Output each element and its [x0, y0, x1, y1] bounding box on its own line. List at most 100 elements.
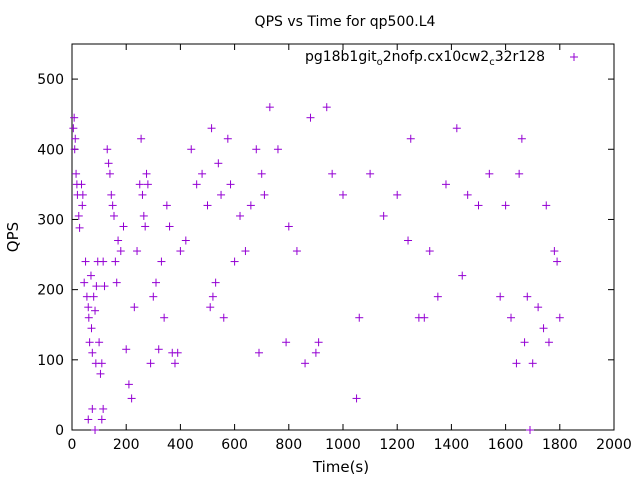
data-point	[452, 124, 461, 133]
x-tick-label: 1200	[379, 437, 415, 453]
data-point	[74, 211, 83, 220]
data-point	[203, 201, 212, 210]
data-point	[162, 201, 171, 210]
y-tick-label: 300	[37, 212, 64, 228]
data-point	[211, 278, 220, 287]
data-point	[165, 222, 174, 231]
data-point	[485, 169, 494, 178]
data-point	[110, 211, 119, 220]
data-point	[230, 257, 239, 266]
data-point	[219, 313, 228, 322]
data-point	[75, 223, 84, 232]
data-point	[425, 247, 434, 256]
data-point	[328, 169, 337, 178]
data-point	[116, 247, 125, 256]
data-point	[236, 211, 245, 220]
data-point	[107, 190, 116, 199]
data-point	[254, 348, 263, 357]
x-axis-title: Time(s)	[312, 458, 369, 476]
data-point	[157, 257, 166, 266]
data-point	[138, 190, 147, 199]
data-point	[523, 292, 532, 301]
x-tick-label: 800	[275, 437, 302, 453]
data-point	[84, 313, 93, 322]
x-tick-label: 600	[221, 437, 248, 453]
x-axis-ticks: 0 200 400 600 800 1000 1200 1400 1600 1800 2000	[68, 44, 632, 453]
data-point	[265, 103, 274, 112]
data-point	[97, 359, 106, 368]
data-point	[311, 348, 320, 357]
y-axis-ticks: 0 100 200 300 400 500	[37, 72, 614, 439]
data-point	[92, 282, 101, 291]
y-tick-label: 500	[37, 72, 64, 88]
y-tick-label: 100	[37, 353, 64, 369]
data-point	[70, 145, 79, 154]
data-point	[252, 145, 261, 154]
data-point	[69, 124, 78, 133]
data-point	[80, 278, 89, 287]
data-point	[105, 169, 114, 178]
data-point	[119, 222, 128, 231]
legend-series-label: pg18b1gito2nofp.cx10cw2c32r128	[305, 49, 545, 68]
data-point	[95, 338, 104, 347]
data-point	[86, 271, 95, 280]
data-point	[85, 338, 94, 347]
data-point	[143, 180, 152, 189]
data-point	[273, 145, 282, 154]
data-point	[89, 292, 98, 301]
y-tick-label: 200	[37, 283, 64, 299]
data-point	[555, 313, 564, 322]
data-point	[99, 257, 108, 266]
data-point	[112, 278, 121, 287]
x-tick-label: 1400	[434, 437, 470, 453]
data-point	[88, 404, 97, 413]
data-point	[154, 345, 163, 354]
data-point	[146, 359, 155, 368]
data-point	[135, 180, 144, 189]
data-point	[142, 169, 151, 178]
data-point	[78, 201, 87, 210]
data-point	[463, 190, 472, 199]
data-point	[207, 124, 216, 133]
x-tick-label: 1600	[488, 437, 524, 453]
data-point	[496, 292, 505, 301]
data-point	[515, 169, 524, 178]
data-point	[82, 292, 91, 301]
y-tick-label: 0	[55, 423, 64, 439]
data-point	[173, 348, 182, 357]
legend-plus-marker	[570, 53, 578, 61]
data-point	[192, 180, 201, 189]
data-point	[292, 247, 301, 256]
data-point	[104, 159, 113, 168]
data-point	[71, 134, 80, 143]
data-point	[512, 359, 521, 368]
data-point	[379, 211, 388, 220]
data-point	[139, 211, 148, 220]
data-point	[282, 338, 291, 347]
data-point	[223, 134, 232, 143]
data-point	[404, 236, 413, 245]
data-point	[406, 134, 415, 143]
data-point	[260, 190, 269, 199]
data-point	[501, 201, 510, 210]
data-point	[474, 201, 483, 210]
data-point	[352, 394, 361, 403]
data-point	[528, 359, 537, 368]
data-point	[84, 415, 93, 424]
data-point	[257, 169, 266, 178]
data-point	[152, 278, 161, 287]
y-tick-label: 400	[37, 142, 64, 158]
data-point	[534, 303, 543, 312]
data-point	[339, 190, 347, 199]
data-point	[97, 415, 106, 424]
data-point	[542, 201, 551, 210]
data-point	[141, 222, 150, 231]
data-point	[96, 369, 105, 378]
data-point	[91, 426, 100, 434]
data-point	[111, 257, 120, 266]
data-point	[433, 292, 442, 301]
data-point	[520, 338, 529, 347]
data-point	[544, 338, 553, 347]
data-point	[241, 247, 250, 256]
